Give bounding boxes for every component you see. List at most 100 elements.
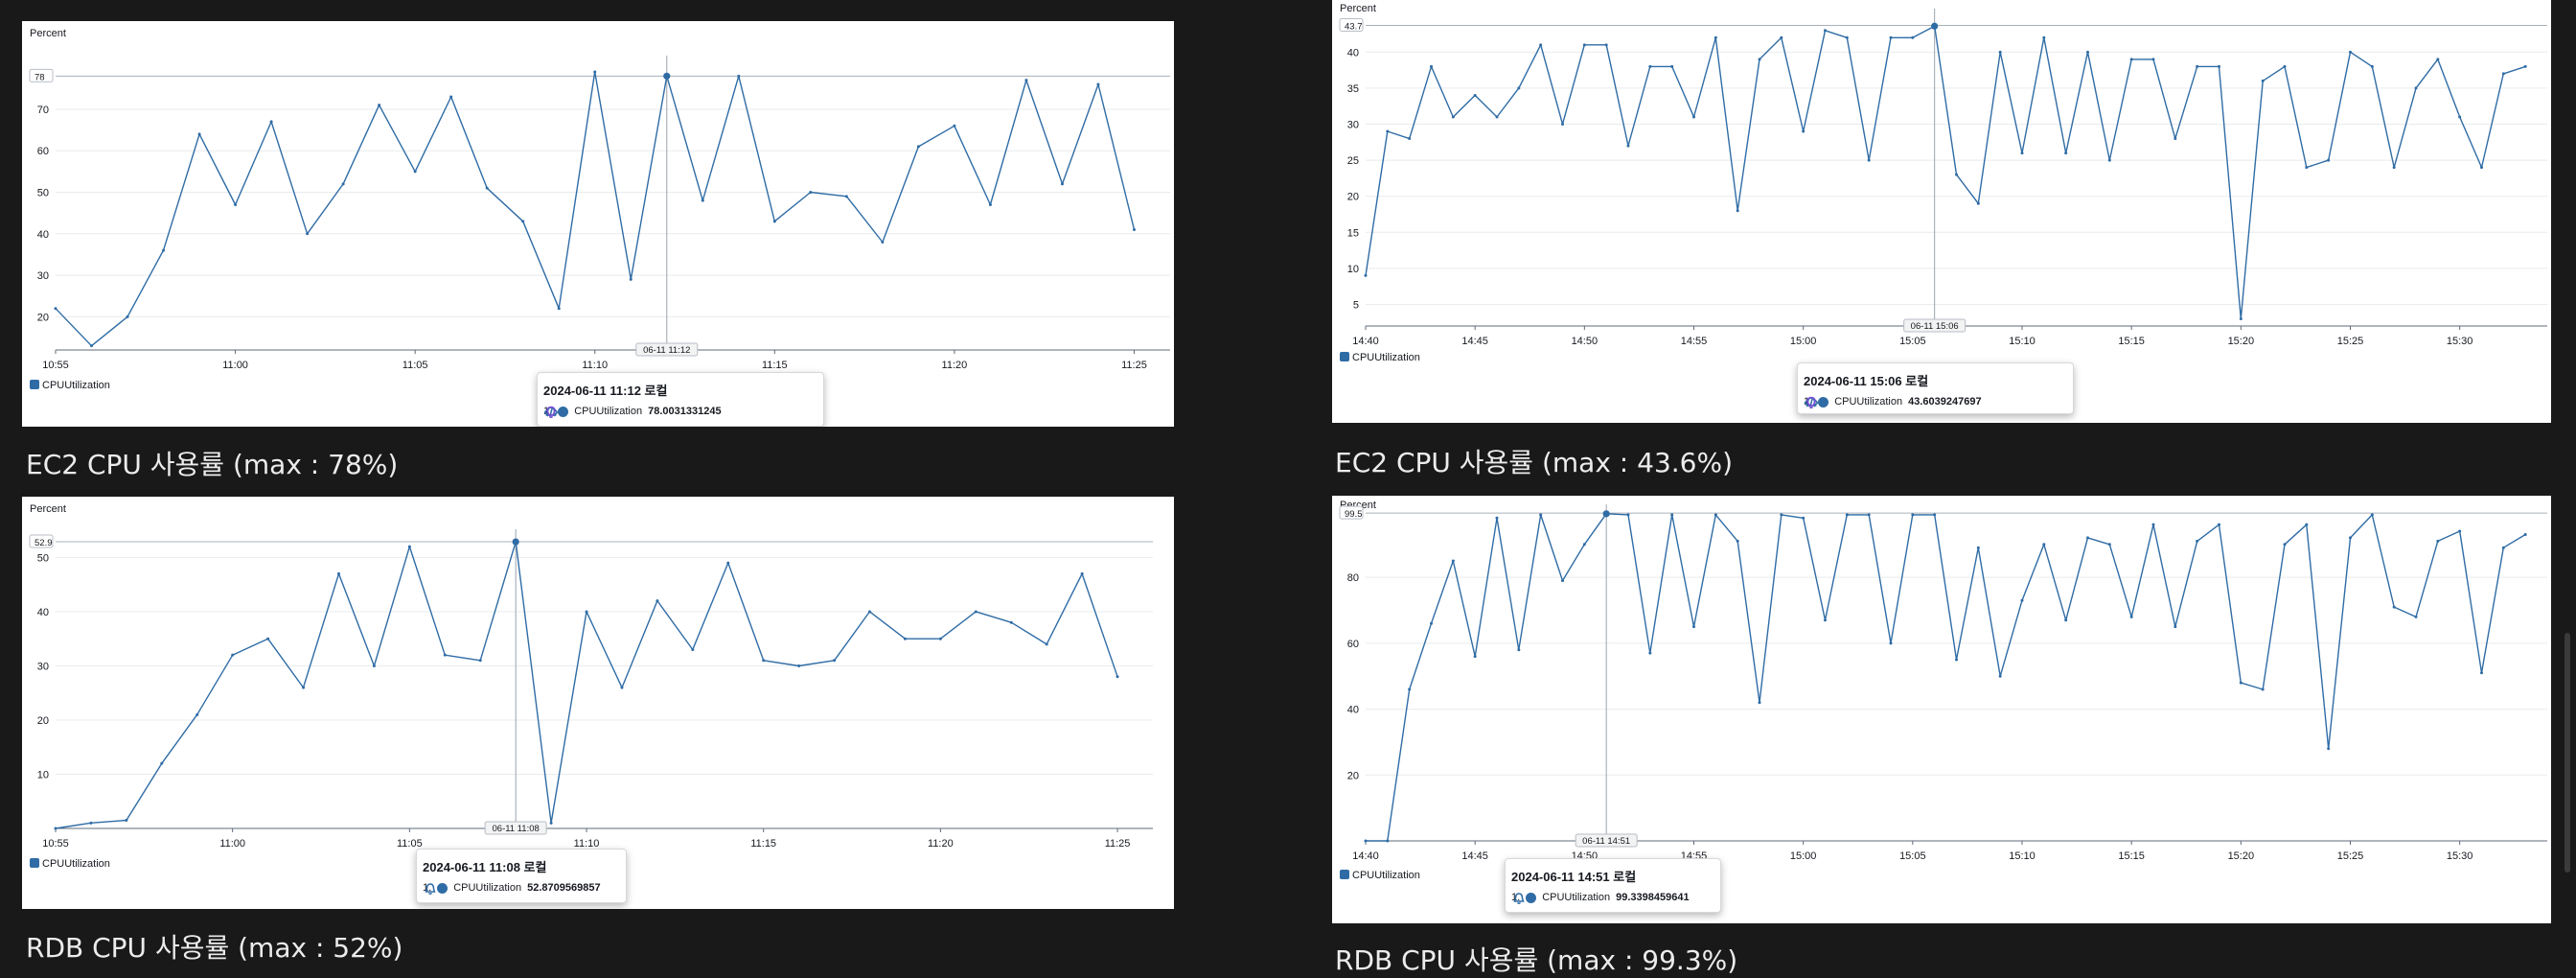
- data-point: [196, 712, 199, 716]
- data-point: [2042, 543, 2046, 547]
- data-point: [1802, 516, 1806, 520]
- hover-x-label: 06-11 14:51: [1582, 836, 1630, 847]
- data-point: [1539, 43, 1543, 47]
- tooltip-title: 2024-06-11 11:08 로컬: [423, 860, 547, 874]
- legend-label: CPUUtilization: [42, 858, 110, 870]
- data-point: [407, 545, 411, 548]
- data-point: [2129, 615, 2133, 618]
- x-tick-label: 10:55: [42, 360, 69, 371]
- data-point: [269, 120, 273, 124]
- data-point: [372, 664, 376, 667]
- data-point: [737, 74, 741, 78]
- lightbulb-icon[interactable]: [1804, 396, 1819, 409]
- data-point: [197, 132, 201, 136]
- data-point: [2349, 536, 2352, 540]
- data-point: [726, 561, 730, 565]
- data-point: [1561, 123, 1564, 127]
- data-point: [1473, 93, 1477, 97]
- tooltip-row: 1. CPUUtilization 78.0031331245: [543, 406, 722, 419]
- y-tick-label: 60: [37, 146, 49, 157]
- data-point: [1758, 58, 1761, 61]
- data-point: [1517, 86, 1521, 90]
- data-point: [2196, 539, 2199, 543]
- data-point: [1824, 29, 1827, 33]
- x-tick-label: 14:40: [1352, 336, 1379, 347]
- y-tick-label: 70: [37, 105, 49, 116]
- data-point: [1473, 655, 1477, 659]
- x-tick-label: 14:45: [1461, 850, 1488, 862]
- x-tick-label: 15:15: [2118, 336, 2145, 347]
- data-point: [585, 610, 588, 614]
- data-point: [1736, 209, 1739, 213]
- bell-icon[interactable]: [423, 882, 438, 896]
- data-point: [620, 686, 624, 689]
- legend-swatch: [1340, 870, 1349, 879]
- tooltip-title: 2024-06-11 11:12 로컬: [543, 384, 668, 398]
- x-tick-label: 15:15: [2118, 850, 2145, 862]
- data-point: [1386, 839, 1390, 843]
- data-point: [1451, 559, 1455, 563]
- data-point: [125, 819, 128, 823]
- max-badge-label: 43.7: [1345, 22, 1363, 33]
- y-axis-label: Percent: [1340, 3, 1376, 14]
- tooltip-value: 52.8709569857: [527, 882, 601, 894]
- data-point: [2042, 35, 2046, 39]
- data-point: [2523, 532, 2527, 536]
- data-point: [1495, 115, 1499, 119]
- data-point: [1670, 64, 1674, 68]
- data-point: [54, 827, 58, 830]
- page-scrollbar[interactable]: [2564, 633, 2570, 873]
- x-tick-label: 15:00: [1790, 336, 1817, 347]
- data-point: [2370, 64, 2374, 68]
- data-point: [89, 821, 93, 825]
- y-tick-label: 30: [37, 661, 49, 672]
- data-point: [2086, 536, 2089, 540]
- tooltip-series-swatch: [1818, 396, 1829, 408]
- data-point: [336, 571, 340, 575]
- data-point: [162, 248, 166, 252]
- x-tick-label: 11:05: [397, 838, 423, 850]
- hover-x-label: 06-11 15:06: [1911, 321, 1959, 332]
- data-point: [2327, 158, 2331, 162]
- line-chart-ec2-b: Percent 5 10 15 20 25 30 35 40 43.7 14:40 14:45 14:5…: [1339, 3, 2547, 363]
- series-line-cpuutilization: [1365, 25, 2526, 320]
- data-point: [656, 599, 659, 603]
- y-tick-label: 20: [1347, 770, 1359, 781]
- x-tick-label: 15:20: [2228, 336, 2255, 347]
- data-point: [2283, 543, 2287, 547]
- data-point: [1845, 35, 1849, 39]
- data-point: [1386, 129, 1390, 133]
- bell-icon[interactable]: [1511, 892, 1527, 905]
- data-point: [1648, 64, 1652, 68]
- data-point: [1867, 158, 1871, 162]
- data-point: [2261, 687, 2265, 691]
- x-tick-label: 11:15: [762, 360, 788, 371]
- y-tick-label: 30: [1347, 120, 1359, 131]
- data-point: [2414, 615, 2418, 618]
- y-tick-label: 10: [37, 769, 49, 780]
- data-point: [809, 191, 813, 195]
- tooltip-row: 1. CPUUtilization 99.3398459641: [1511, 892, 1690, 905]
- y-tick-label: 80: [1347, 572, 1359, 584]
- data-point: [1976, 201, 1980, 205]
- data-point: [478, 659, 482, 663]
- lightbulb-icon[interactable]: [543, 406, 559, 419]
- data-point: [2480, 671, 2483, 675]
- chart-caption-ec2-a: EC2 CPU 사용률 (max : 78%): [26, 449, 399, 480]
- line-chart-rdb-a: Percent 10 20 30 40 50 52.9 10:55 11:00 11:05 11:1…: [29, 503, 1153, 870]
- max-badge: [1339, 505, 1364, 520]
- data-point: [1889, 35, 1893, 39]
- data-point: [1582, 543, 1586, 547]
- data-point: [1824, 618, 1827, 622]
- data-point: [938, 637, 942, 640]
- data-point: [2064, 618, 2068, 622]
- data-point: [953, 124, 956, 128]
- max-badge: [29, 68, 54, 82]
- data-point: [988, 203, 992, 206]
- hover-x-label: 06-11 11:08: [493, 824, 540, 834]
- hover-x-label-box: [635, 342, 699, 357]
- data-point: [1911, 513, 1915, 517]
- data-point: [881, 240, 885, 244]
- tooltip-row: 1. CPUUtilization 52.8709569857: [423, 882, 601, 896]
